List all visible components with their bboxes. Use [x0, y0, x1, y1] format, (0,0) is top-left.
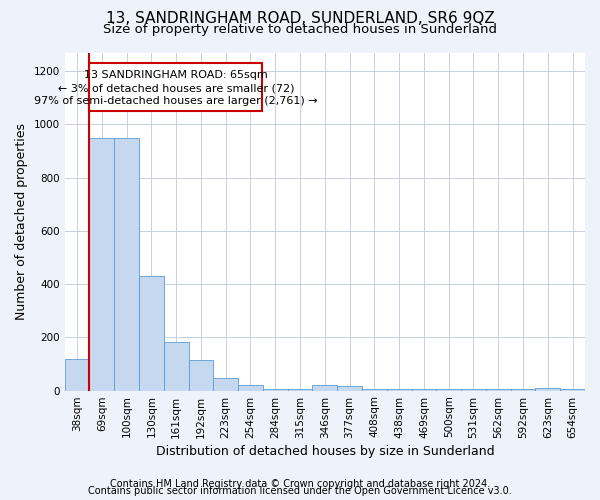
Text: Contains public sector information licensed under the Open Government Licence v3: Contains public sector information licen…	[88, 486, 512, 496]
FancyBboxPatch shape	[89, 63, 262, 111]
Bar	[263, 389, 287, 390]
Bar	[238, 385, 263, 390]
Text: Size of property relative to detached houses in Sunderland: Size of property relative to detached ho…	[103, 22, 497, 36]
Bar	[412, 389, 436, 390]
Bar	[362, 389, 387, 390]
Text: 13 SANDRINGHAM ROAD: 65sqm: 13 SANDRINGHAM ROAD: 65sqm	[84, 70, 268, 80]
Text: 97% of semi-detached houses are larger (2,761) →: 97% of semi-detached houses are larger (…	[34, 96, 318, 106]
Text: ← 3% of detached houses are smaller (72): ← 3% of detached houses are smaller (72)	[58, 83, 294, 93]
Bar	[65, 358, 89, 390]
Bar	[387, 389, 412, 390]
X-axis label: Distribution of detached houses by size in Sunderland: Distribution of detached houses by size …	[155, 444, 494, 458]
Bar	[436, 389, 461, 390]
Bar	[461, 389, 486, 390]
Bar	[560, 389, 585, 390]
Text: 13, SANDRINGHAM ROAD, SUNDERLAND, SR6 9QZ: 13, SANDRINGHAM ROAD, SUNDERLAND, SR6 9Q…	[106, 11, 494, 26]
Bar	[89, 138, 114, 390]
Bar	[511, 389, 535, 390]
Bar	[337, 386, 362, 390]
Text: Contains HM Land Registry data © Crown copyright and database right 2024.: Contains HM Land Registry data © Crown c…	[110, 479, 490, 489]
Bar	[313, 385, 337, 390]
Bar	[287, 389, 313, 390]
Bar	[535, 388, 560, 390]
Y-axis label: Number of detached properties: Number of detached properties	[15, 123, 28, 320]
Bar	[486, 389, 511, 390]
Bar	[214, 378, 238, 390]
Bar	[164, 342, 188, 390]
Bar	[114, 138, 139, 390]
Bar	[139, 276, 164, 390]
Bar	[188, 360, 214, 390]
